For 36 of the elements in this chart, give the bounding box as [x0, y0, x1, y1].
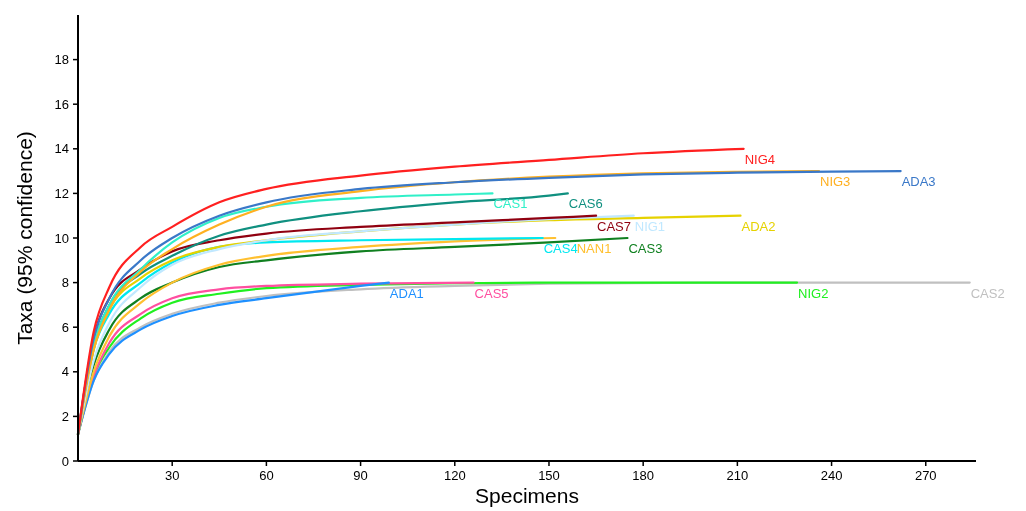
y-tick-label: 2: [61, 408, 69, 424]
y-tick-label: 4: [61, 364, 69, 380]
series-label: ADA1: [389, 285, 424, 301]
series-label: CAS5: [474, 285, 509, 301]
series-label: CAS2: [970, 285, 1005, 301]
y-tick-label: 6: [61, 319, 69, 335]
x-tick-label: 150: [538, 468, 560, 483]
y-tick-label: 0: [61, 453, 69, 469]
x-tick-label: 90: [353, 468, 368, 483]
y-tick-label: 16: [54, 96, 69, 112]
series-label: CAS4: [543, 241, 578, 256]
y-tick-label: 14: [54, 141, 69, 157]
x-axis-title: Specimens: [475, 484, 579, 507]
x-tick-label: 270: [914, 468, 937, 483]
x-tick-label: 240: [820, 468, 843, 483]
x-tick-label: 210: [726, 468, 749, 483]
y-tick-label: 8: [61, 275, 69, 291]
series-label: CAS6: [568, 196, 603, 212]
y-tick-label: 18: [54, 52, 69, 68]
series-label: CAS7: [597, 218, 632, 234]
y-tick-label: 10: [54, 230, 69, 246]
x-tick-label: 180: [632, 468, 655, 483]
series-label: NIG3: [820, 174, 851, 190]
series-label: NIG4: [744, 151, 775, 167]
y-axis-title: Taxa (95% confidence): [13, 131, 36, 345]
x-tick-label: 30: [164, 468, 180, 483]
series-label: NIG1: [634, 218, 666, 234]
series-label: CAS1: [493, 196, 528, 212]
y-tick-label: 12: [54, 185, 69, 201]
series-label: CAS3: [628, 241, 663, 256]
series-label: ADA3: [901, 174, 936, 190]
series-label: NIG2: [798, 285, 829, 301]
x-tick-label: 120: [443, 468, 466, 483]
series-label: NAN1: [576, 241, 612, 256]
series-label: ADA2: [741, 218, 776, 234]
x-tick-label: 60: [259, 468, 274, 483]
